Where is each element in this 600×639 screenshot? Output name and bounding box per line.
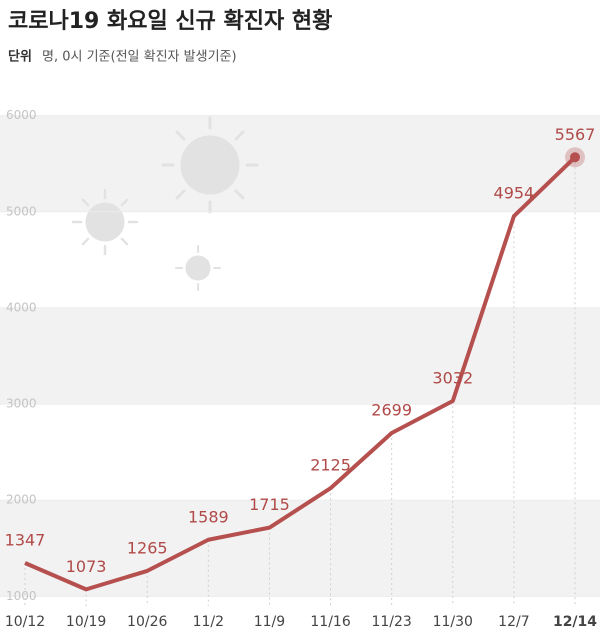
y-tick-label: 5000 xyxy=(6,204,37,218)
value-label: 1589 xyxy=(188,507,229,526)
virus-decoration xyxy=(71,116,259,291)
chart-subtitle: 명, 0시 기준(전일 확진자 발생기준) xyxy=(42,50,237,65)
x-tick-label: 12/14 xyxy=(553,614,597,630)
background-bands xyxy=(0,115,600,597)
x-tick-label: 10/26 xyxy=(127,614,167,630)
x-tick-label: 11/30 xyxy=(433,614,473,630)
x-tick-label: 10/12 xyxy=(5,614,45,630)
value-label: 3032 xyxy=(432,369,473,388)
value-label: 4954 xyxy=(494,184,535,203)
x-tick-label: 11/23 xyxy=(371,614,411,630)
y-tick-label: 1000 xyxy=(6,589,37,603)
y-tick-label: 2000 xyxy=(6,493,37,507)
value-label: 2699 xyxy=(371,401,412,420)
value-label: 1715 xyxy=(249,495,290,514)
x-tick-label: 12/7 xyxy=(498,614,529,630)
x-tick-label: 11/2 xyxy=(193,614,224,630)
marker xyxy=(570,152,580,163)
value-label: 2125 xyxy=(310,456,351,475)
x-tick-label: 11/16 xyxy=(310,614,350,630)
y-tick-label: 4000 xyxy=(6,300,37,314)
x-tick-label: 10/19 xyxy=(66,614,106,630)
band xyxy=(0,307,600,405)
chart-title: 코로나19 화요일 신규 확진자 현황 xyxy=(8,9,332,34)
value-label: 5567 xyxy=(555,125,596,144)
unit-label: 단위 xyxy=(8,49,32,65)
value-label: 1347 xyxy=(5,531,46,550)
y-tick-label: 3000 xyxy=(6,397,37,411)
x-tick-label: 11/9 xyxy=(254,614,285,630)
value-label: 1265 xyxy=(127,538,168,557)
data-line xyxy=(24,155,577,592)
band xyxy=(0,115,600,212)
y-tick-label: 6000 xyxy=(6,108,37,122)
value-label: 1073 xyxy=(66,557,107,576)
band xyxy=(0,500,600,597)
